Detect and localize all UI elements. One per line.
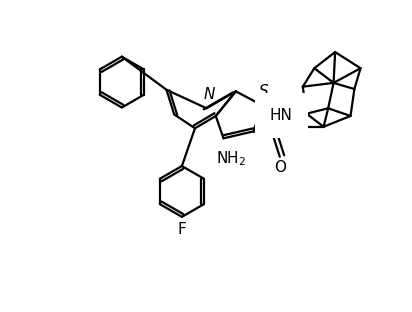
Text: NH$_2$: NH$_2$ xyxy=(216,149,246,168)
Text: S: S xyxy=(259,84,268,99)
Text: N: N xyxy=(203,87,215,102)
Text: F: F xyxy=(178,222,186,237)
Text: HN: HN xyxy=(270,108,293,123)
Text: HN: HN xyxy=(270,108,293,123)
Text: O: O xyxy=(274,160,286,175)
Text: HN: HN xyxy=(270,108,293,123)
